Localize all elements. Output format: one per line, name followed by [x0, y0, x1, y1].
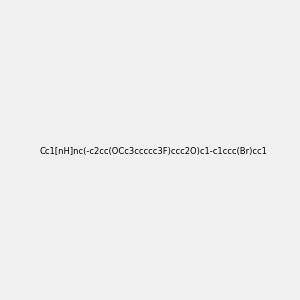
- Text: Cc1[nH]nc(-c2cc(OCc3ccccc3F)ccc2O)c1-c1ccc(Br)cc1: Cc1[nH]nc(-c2cc(OCc3ccccc3F)ccc2O)c1-c1c…: [40, 147, 268, 156]
